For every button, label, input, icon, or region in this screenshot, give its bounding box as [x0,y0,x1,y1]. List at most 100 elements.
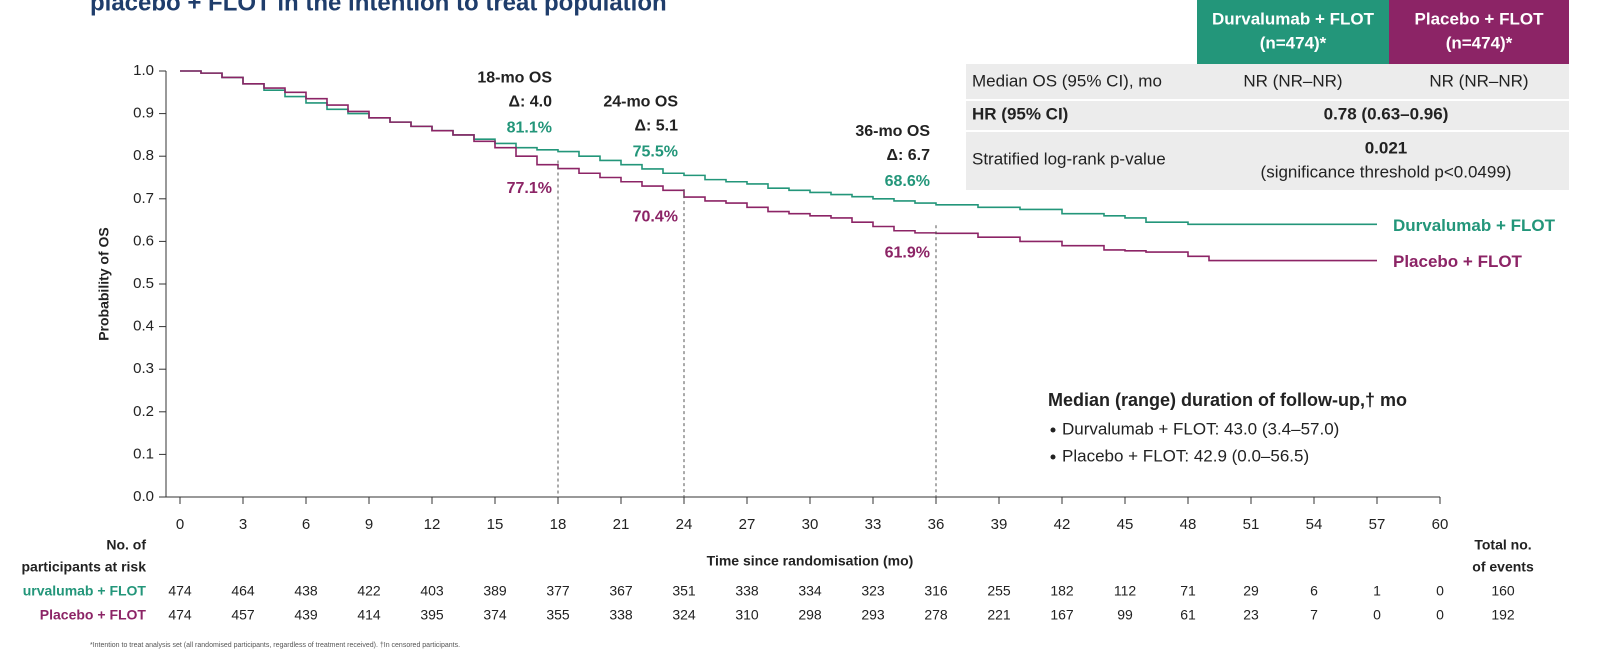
x-tick-label: 21 [613,516,630,533]
survival-curve [180,70,1377,262]
risk-count: 377 [546,583,570,599]
annotation-label: 18-mo OS [477,70,552,87]
risk-count: 221 [987,607,1011,623]
risk-row-name: urvalumab + FLOT [23,583,147,599]
y-tick-label: 0.1 [133,445,154,462]
follow-up-item: Durvalumab + FLOT: 43.0 (3.4–57.0) [1062,419,1339,438]
x-tick-label: 57 [1369,516,1386,533]
risk-count: 438 [294,583,318,599]
risk-count: 338 [609,607,633,623]
annotation-delta: Δ: 6.7 [886,147,930,164]
legend-label: Durvalumab + FLOT [1393,216,1556,235]
risk-count: 99 [1117,607,1133,623]
value-label: 68.6% [885,173,930,190]
risk-count: 255 [987,583,1011,599]
total-title: Total no. [1474,537,1531,553]
risk-count: 338 [735,583,759,599]
value-label: 75.5% [633,144,678,161]
risk-count: 403 [420,583,444,599]
risk-count: 374 [483,607,507,623]
x-axis-label: Time since randomisation (mo) [707,553,914,569]
y-tick-label: 0.8 [133,147,154,164]
bullet [1050,427,1056,433]
risk-count: 29 [1243,583,1259,599]
x-tick-label: 39 [991,516,1008,533]
follow-up-item: Placebo + FLOT: 42.9 (0.0–56.5) [1062,446,1309,465]
x-tick-label: 54 [1306,516,1323,533]
y-tick-label: 0.5 [133,275,154,292]
total-title: of events [1472,559,1534,575]
value-label: 70.4% [633,208,678,225]
x-tick-label: 30 [802,516,819,533]
risk-count: 351 [672,583,696,599]
x-tick-label: 42 [1054,516,1071,533]
x-tick-label: 33 [865,516,882,533]
risk-count: 334 [798,583,822,599]
column-n: (n=474)* [1446,33,1513,52]
risk-count: 1 [1373,583,1381,599]
y-tick-label: 0.3 [133,360,154,377]
follow-up-heading: Median (range) duration of follow-up,† m… [1048,390,1407,410]
x-tick-label: 15 [487,516,504,533]
x-tick-label: 18 [550,516,567,533]
risk-count: 112 [1114,583,1137,599]
x-tick-label: 60 [1432,516,1449,533]
risk-count: 71 [1180,583,1196,599]
x-tick-label: 27 [739,516,756,533]
column-header: Placebo + FLOT [1415,9,1545,28]
value-label: 81.1% [507,120,552,137]
y-tick-label: 0.7 [133,190,154,207]
risk-count: 316 [924,583,948,599]
risk-count: 298 [798,607,822,623]
y-tick-label: 0.0 [133,488,154,505]
risk-count: 182 [1050,583,1074,599]
risk-count: 389 [483,583,507,599]
header-cell [1389,0,1569,64]
risk-title: participants at risk [22,559,147,575]
risk-count: 422 [357,583,381,599]
x-tick-label: 24 [676,516,693,533]
risk-title: No. of [106,537,146,553]
y-tick-label: 0.6 [133,232,154,249]
risk-row-name: Placebo + FLOT [40,607,147,623]
risk-count: 61 [1180,607,1196,623]
cell: NR (NR–NR) [1429,71,1528,90]
cell: 0.78 (0.63–0.96) [1324,104,1449,123]
header-cell [1197,0,1389,64]
footnote: *Intention to treat analysis set (all ra… [90,642,460,649]
cell-note: (significance threshold p<0.0499) [1261,162,1512,181]
risk-count: 474 [168,607,192,623]
x-tick-label: 48 [1180,516,1197,533]
row-label: Stratified log-rank p-value [972,149,1166,168]
risk-count: 167 [1050,607,1074,623]
risk-count: 23 [1243,607,1259,623]
risk-count: 323 [861,583,885,599]
row-label: HR (95% CI) [972,104,1068,123]
risk-total: 160 [1491,583,1515,599]
chart-title: placebo + FLOT in the intention to treat… [90,0,667,16]
bullet [1050,454,1056,460]
risk-count: 7 [1310,607,1318,623]
column-n: (n=474)* [1260,33,1327,52]
risk-count: 414 [357,607,381,623]
x-tick-label: 51 [1243,516,1260,533]
risk-count: 367 [609,583,633,599]
risk-count: 293 [861,607,885,623]
risk-count: 439 [294,607,318,623]
x-tick-label: 3 [239,516,247,533]
column-header: Durvalumab + FLOT [1212,9,1375,28]
risk-count: 395 [420,607,444,623]
table-body [966,64,1569,190]
risk-count: 324 [672,607,696,623]
x-tick-label: 12 [424,516,441,533]
risk-count: 310 [735,607,759,623]
value-label: 61.9% [885,245,930,262]
cell: NR (NR–NR) [1243,71,1342,90]
risk-total: 192 [1491,607,1515,623]
annotation-label: 24-mo OS [603,94,678,111]
x-tick-label: 0 [176,516,184,533]
y-tick-label: 0.4 [133,318,154,335]
risk-count: 355 [546,607,570,623]
row-label: Median OS (95% CI), mo [972,71,1162,90]
legend-label: Placebo + FLOT [1393,252,1523,271]
